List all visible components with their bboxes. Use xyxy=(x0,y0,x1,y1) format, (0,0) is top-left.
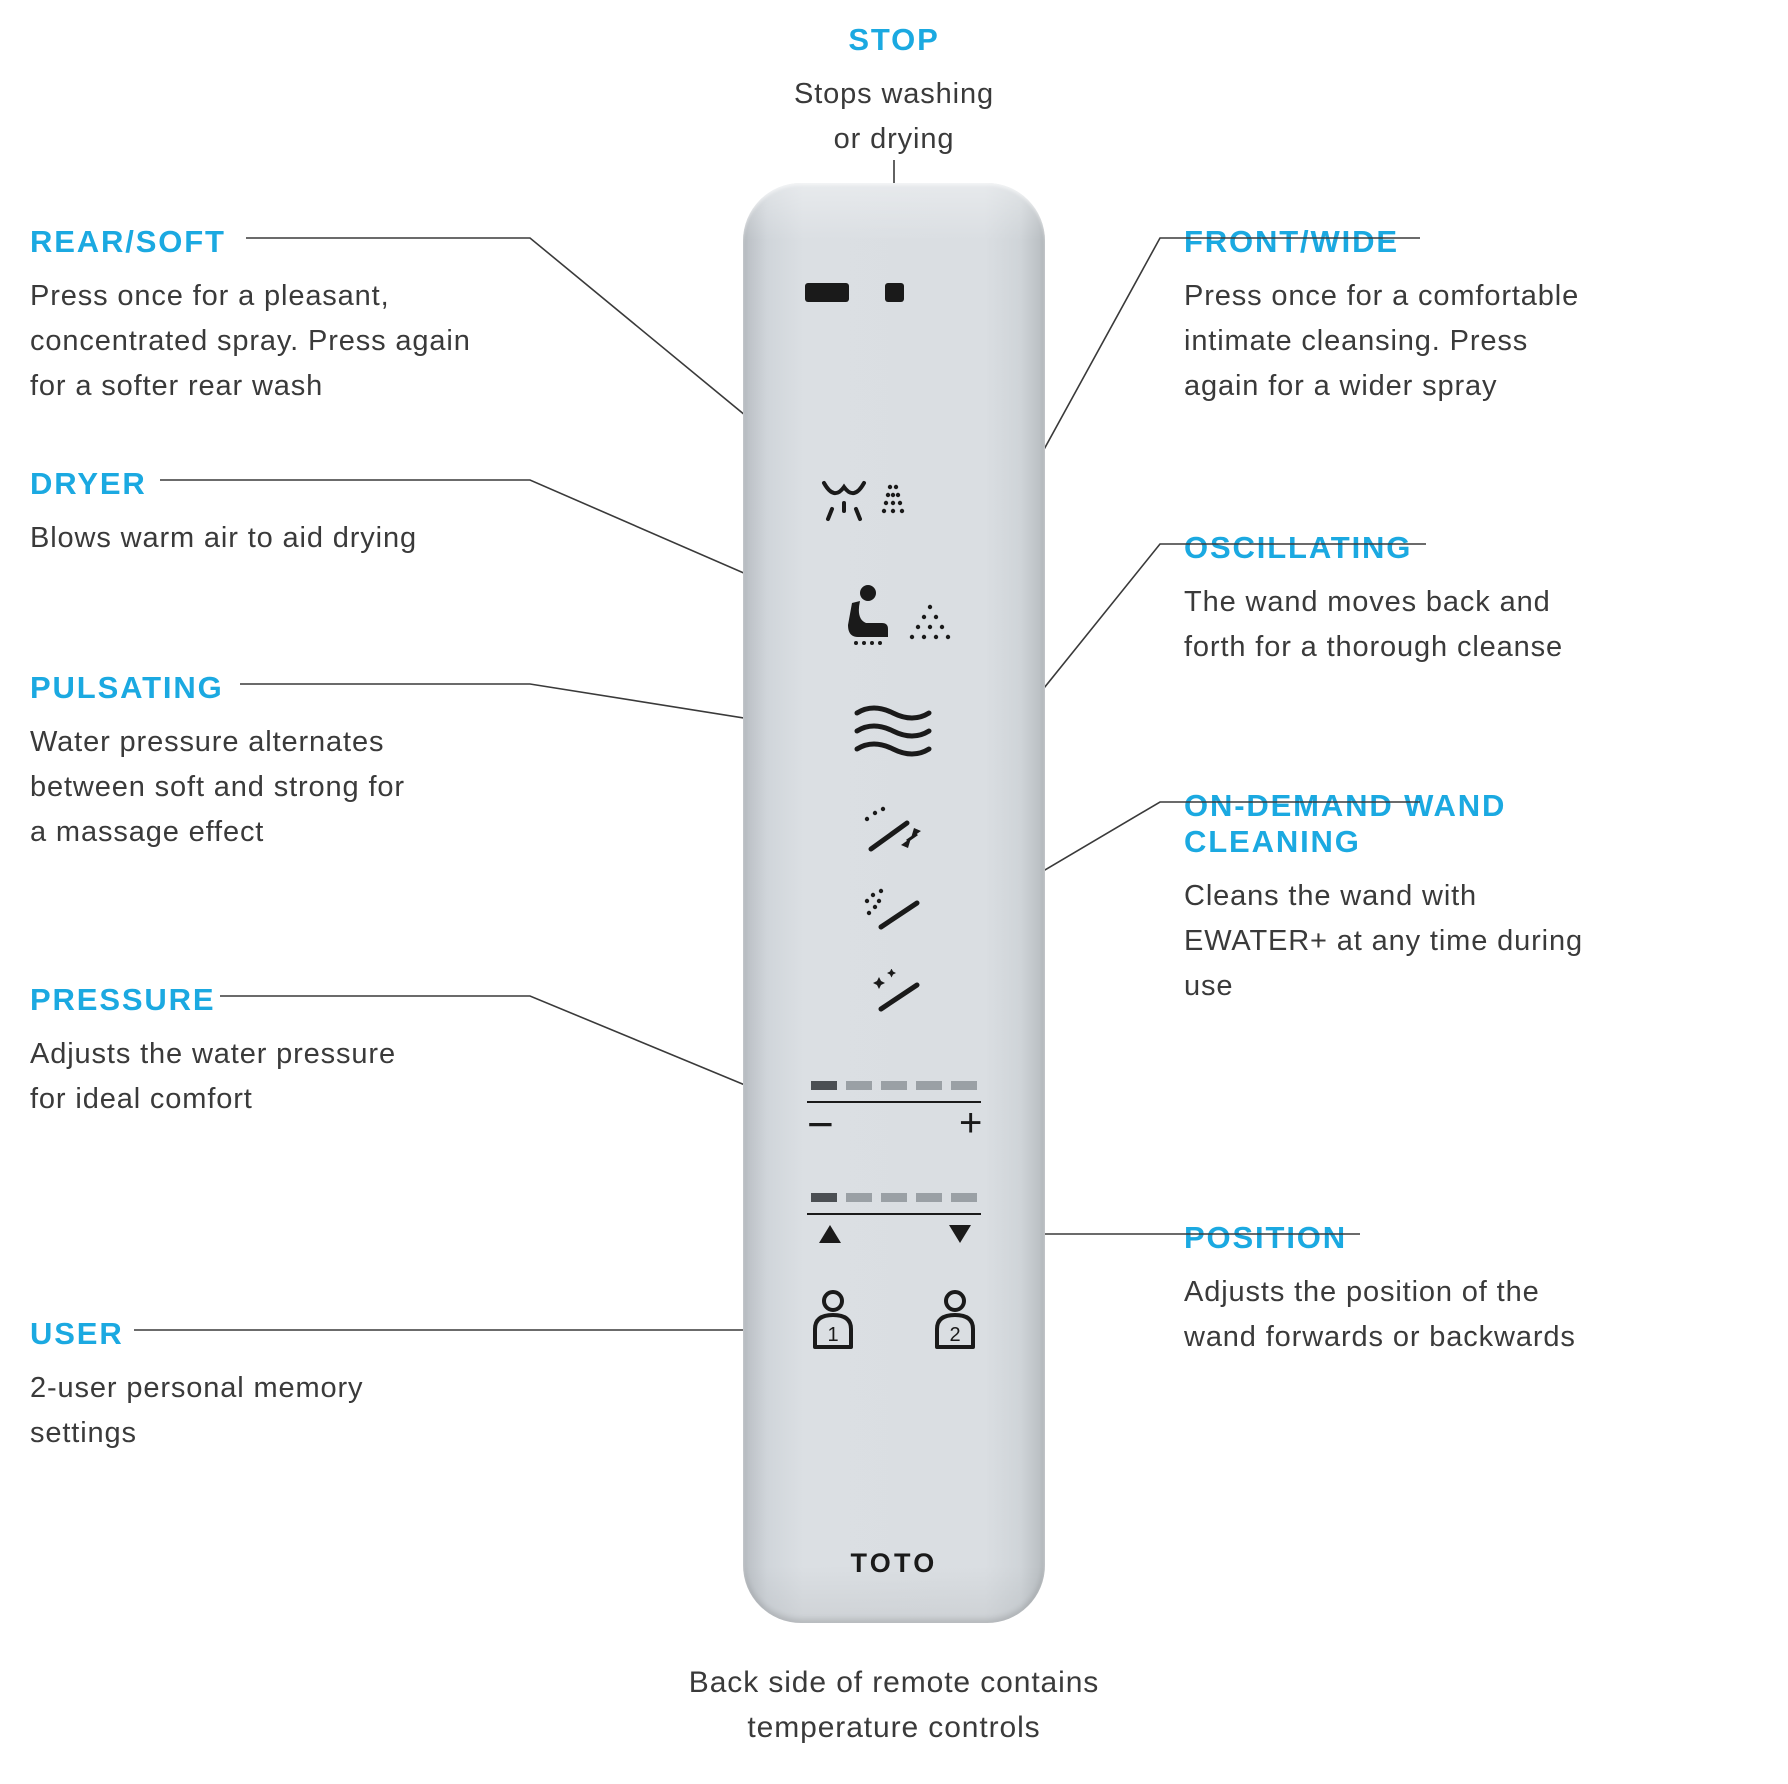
brand-logo: TOTO xyxy=(743,1548,1045,1579)
callout-title: STOP xyxy=(0,22,1788,58)
callout-front-wide: FRONT/WIDE Press once for a comfortable … xyxy=(1184,224,1604,409)
remote-body: − + 1 2 TOTO xyxy=(743,183,1045,1623)
callout-body: Adjusts the water pressure for ideal com… xyxy=(30,1032,430,1122)
callout-pressure: PRESSURE Adjusts the water pressure for … xyxy=(30,982,430,1122)
footer-note: Back side of remote contains temperature… xyxy=(0,1660,1788,1750)
svg-text:2: 2 xyxy=(949,1324,960,1346)
callout-body: Cleans the wand with EWATER+ at any time… xyxy=(1184,874,1604,1009)
rear-soft-button[interactable] xyxy=(818,473,908,538)
callout-title: PULSATING xyxy=(30,670,430,706)
callout-wand-cleaning: ON-DEMAND WAND CLEANING Cleans the wand … xyxy=(1184,788,1604,1009)
front-wide-button[interactable] xyxy=(838,583,958,658)
callout-body: Adjusts the position of the wand forward… xyxy=(1184,1270,1614,1360)
callout-stop: STOP Stops washing or drying xyxy=(0,22,1788,162)
callout-oscillating: OSCILLATING The wand moves back and fort… xyxy=(1184,530,1584,670)
pressure-level-indicator xyxy=(811,1081,977,1090)
callout-pulsating: PULSATING Water pressure alternates betw… xyxy=(30,670,430,855)
divider xyxy=(807,1213,981,1215)
indicator-bar-icon xyxy=(805,283,849,302)
callout-user: USER 2-user personal memory settings xyxy=(30,1316,430,1456)
position-level-indicator xyxy=(811,1193,977,1202)
pulsating-button[interactable] xyxy=(859,883,929,942)
callout-body: Press once for a pleasant, concentrated … xyxy=(30,274,500,409)
svg-text:1: 1 xyxy=(827,1324,838,1346)
callout-body: Water pressure alternates between soft a… xyxy=(30,720,430,855)
callout-position: POSITION Adjusts the position of the wan… xyxy=(1184,1220,1614,1360)
position-forward-button[interactable] xyxy=(819,1225,841,1248)
stop-button[interactable] xyxy=(885,283,904,302)
callout-body: 2-user personal memory settings xyxy=(30,1366,430,1456)
pressure-minus-button[interactable]: − xyxy=(807,1097,834,1151)
user-2-button[interactable]: 2 xyxy=(929,1289,981,1356)
callout-rear-soft: REAR/SOFT Press once for a pleasant, con… xyxy=(30,224,500,409)
callout-body: Stops washing or drying xyxy=(0,72,1788,162)
callout-title: DRYER xyxy=(30,466,430,502)
dryer-button[interactable] xyxy=(853,703,933,764)
callout-body: Press once for a comfortable intimate cl… xyxy=(1184,274,1604,409)
callout-title: PRESSURE xyxy=(30,982,430,1018)
wand-cleaning-button[interactable] xyxy=(863,969,927,1022)
callout-title: FRONT/WIDE xyxy=(1184,224,1604,260)
pressure-plus-button[interactable]: + xyxy=(959,1101,982,1146)
position-backward-button[interactable] xyxy=(949,1225,971,1248)
callout-title: ON-DEMAND WAND CLEANING xyxy=(1184,788,1604,860)
oscillating-button[interactable] xyxy=(861,803,931,868)
callout-title: REAR/SOFT xyxy=(30,224,500,260)
callout-title: POSITION xyxy=(1184,1220,1614,1256)
callout-body: Blows warm air to aid drying xyxy=(30,516,430,561)
callout-title: OSCILLATING xyxy=(1184,530,1584,566)
callout-body: The wand moves back and forth for a thor… xyxy=(1184,580,1584,670)
callout-title: USER xyxy=(30,1316,430,1352)
user-1-button[interactable]: 1 xyxy=(807,1289,859,1356)
callout-dryer: DRYER Blows warm air to aid drying xyxy=(30,466,430,561)
